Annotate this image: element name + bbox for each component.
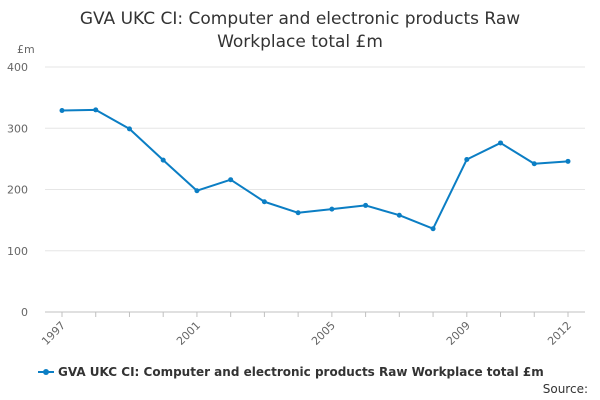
- series-group: [59, 107, 571, 232]
- data-point-2004[interactable]: [295, 210, 301, 216]
- data-point-2002[interactable]: [228, 177, 234, 183]
- data-point-2005[interactable]: [329, 206, 335, 212]
- data-point-2000[interactable]: [160, 157, 166, 163]
- y-axis-ticks: 0 100 200 300 400: [7, 61, 28, 319]
- legend-label: GVA UKC CI: Computer and electronic prod…: [58, 365, 544, 379]
- y-tick-label-300: 300: [7, 122, 28, 135]
- y-tick-label-400: 400: [7, 61, 28, 74]
- x-axis: 1997 2001 2005 2009 2012: [39, 312, 574, 348]
- data-point-1999[interactable]: [126, 126, 132, 132]
- x-tick-label-2001: 2001: [174, 319, 203, 348]
- x-tick-label-2009: 2009: [444, 319, 473, 348]
- data-point-2001[interactable]: [194, 188, 200, 194]
- chart-title: GVA UKC CI: Computer and electronic prod…: [0, 8, 600, 54]
- legend-item[interactable]: GVA UKC CI: Computer and electronic prod…: [38, 365, 544, 379]
- data-point-2003[interactable]: [261, 199, 267, 205]
- data-point-2007[interactable]: [396, 212, 402, 218]
- x-tick-label-2012: 2012: [545, 319, 574, 348]
- data-point-2012[interactable]: [565, 158, 571, 164]
- x-tick-label-1997: 1997: [39, 319, 68, 348]
- data-point-2006[interactable]: [363, 202, 369, 208]
- x-tick-label-2005: 2005: [309, 319, 338, 348]
- data-point-2008[interactable]: [430, 226, 436, 232]
- data-point-2009[interactable]: [464, 156, 470, 162]
- grid-lines: [45, 66, 585, 313]
- source-credit[interactable]: Source:: [542, 382, 588, 396]
- legend-line-marker-icon: [38, 366, 54, 378]
- chart-title-line-1: GVA UKC CI: Computer and electronic prod…: [79, 9, 521, 29]
- data-point-1998[interactable]: [93, 107, 99, 113]
- series-line-0: [61, 108, 569, 230]
- data-point-1997[interactable]: [59, 107, 65, 113]
- y-axis-label: £m: [17, 43, 35, 56]
- y-tick-label-100: 100: [7, 245, 28, 258]
- chart-title-line-2: Workplace total £m: [217, 32, 383, 52]
- y-tick-label-200: 200: [7, 184, 28, 197]
- y-tick-label-0: 0: [21, 306, 28, 319]
- data-point-2011[interactable]: [531, 161, 537, 167]
- data-point-2010[interactable]: [498, 140, 504, 146]
